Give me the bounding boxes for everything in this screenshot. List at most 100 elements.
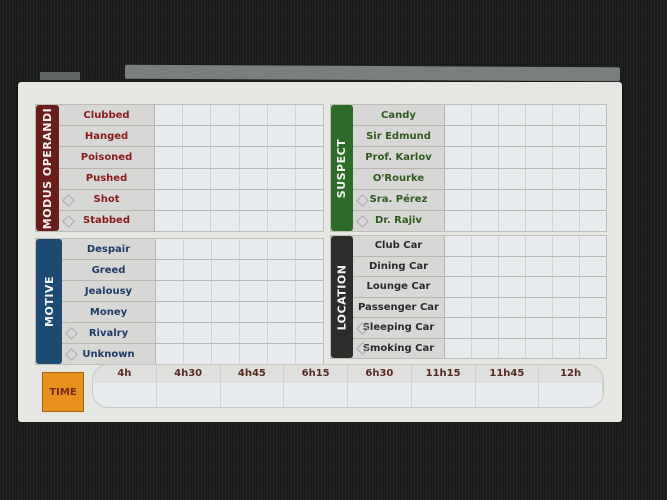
check-cell[interactable] — [212, 323, 240, 343]
check-cell[interactable] — [526, 256, 553, 276]
check-cell[interactable] — [499, 189, 526, 210]
check-cell[interactable] — [211, 126, 240, 147]
check-cell[interactable] — [553, 338, 580, 358]
time-slot-cell[interactable] — [539, 383, 603, 407]
check-cell[interactable] — [472, 318, 499, 338]
check-cell[interactable] — [445, 277, 472, 297]
check-cell[interactable] — [526, 147, 553, 168]
check-cell[interactable] — [580, 147, 606, 168]
check-cell[interactable] — [499, 147, 526, 168]
check-cell[interactable] — [445, 297, 472, 317]
check-cell[interactable] — [155, 105, 184, 126]
check-cell[interactable] — [526, 105, 553, 126]
check-cell[interactable] — [553, 126, 580, 147]
check-cell[interactable] — [268, 344, 296, 364]
check-cell[interactable] — [472, 210, 499, 232]
check-cell[interactable] — [499, 126, 526, 147]
check-cell[interactable] — [240, 344, 268, 364]
check-cell[interactable] — [472, 236, 499, 256]
check-cell[interactable] — [296, 260, 323, 280]
check-cell[interactable] — [268, 302, 296, 322]
check-cell[interactable] — [155, 126, 184, 147]
check-cell[interactable] — [183, 210, 212, 232]
check-cell[interactable] — [184, 323, 212, 343]
check-cell[interactable] — [526, 126, 553, 147]
check-cell[interactable] — [526, 318, 553, 338]
check-cell[interactable] — [499, 105, 526, 126]
check-cell[interactable] — [211, 189, 240, 210]
check-cell[interactable] — [212, 260, 240, 280]
check-cell[interactable] — [472, 297, 499, 317]
check-cell[interactable] — [580, 189, 606, 210]
check-cell[interactable] — [267, 168, 296, 189]
check-cell[interactable] — [499, 338, 526, 358]
check-cell[interactable] — [526, 210, 553, 232]
check-cell[interactable] — [580, 105, 606, 126]
check-cell[interactable] — [239, 105, 268, 126]
check-cell[interactable] — [553, 277, 580, 297]
check-cell[interactable] — [295, 189, 324, 210]
check-cell[interactable] — [295, 210, 324, 232]
check-cell[interactable] — [472, 126, 499, 147]
check-cell[interactable] — [155, 147, 184, 168]
check-cell[interactable] — [240, 260, 268, 280]
check-cell[interactable] — [155, 189, 184, 210]
check-cell[interactable] — [267, 126, 296, 147]
check-cell[interactable] — [296, 344, 323, 364]
check-cell[interactable] — [156, 302, 184, 322]
check-cell[interactable] — [553, 105, 580, 126]
check-cell[interactable] — [295, 105, 324, 126]
time-slot-cell[interactable] — [157, 383, 221, 407]
check-cell[interactable] — [445, 189, 472, 210]
check-cell[interactable] — [296, 239, 323, 259]
check-cell[interactable] — [183, 105, 212, 126]
check-cell[interactable] — [295, 147, 324, 168]
time-slot-cell[interactable] — [93, 383, 157, 407]
check-cell[interactable] — [472, 338, 499, 358]
check-cell[interactable] — [445, 105, 472, 126]
check-cell[interactable] — [211, 147, 240, 168]
check-cell[interactable] — [212, 302, 240, 322]
check-cell[interactable] — [580, 297, 606, 317]
check-cell[interactable] — [239, 210, 268, 232]
check-cell[interactable] — [580, 126, 606, 147]
check-cell[interactable] — [445, 147, 472, 168]
check-cell[interactable] — [553, 168, 580, 189]
check-cell[interactable] — [183, 126, 212, 147]
check-cell[interactable] — [445, 318, 472, 338]
check-cell[interactable] — [472, 105, 499, 126]
check-cell[interactable] — [553, 189, 580, 210]
check-cell[interactable] — [526, 236, 553, 256]
check-cell[interactable] — [472, 168, 499, 189]
check-cell[interactable] — [212, 281, 240, 301]
check-cell[interactable] — [295, 126, 324, 147]
check-cell[interactable] — [553, 236, 580, 256]
check-cell[interactable] — [295, 168, 324, 189]
check-cell[interactable] — [184, 302, 212, 322]
check-cell[interactable] — [267, 210, 296, 232]
check-cell[interactable] — [183, 168, 212, 189]
check-cell[interactable] — [184, 260, 212, 280]
check-cell[interactable] — [239, 168, 268, 189]
check-cell[interactable] — [267, 189, 296, 210]
check-cell[interactable] — [211, 105, 240, 126]
check-cell[interactable] — [445, 256, 472, 276]
check-cell[interactable] — [156, 281, 184, 301]
check-cell[interactable] — [499, 297, 526, 317]
check-cell[interactable] — [445, 338, 472, 358]
check-cell[interactable] — [472, 147, 499, 168]
check-cell[interactable] — [580, 277, 606, 297]
check-cell[interactable] — [155, 168, 184, 189]
check-cell[interactable] — [499, 236, 526, 256]
check-cell[interactable] — [499, 277, 526, 297]
check-cell[interactable] — [445, 126, 472, 147]
check-cell[interactable] — [268, 239, 296, 259]
check-cell[interactable] — [553, 256, 580, 276]
check-cell[interactable] — [240, 281, 268, 301]
check-cell[interactable] — [580, 210, 606, 232]
check-cell[interactable] — [472, 189, 499, 210]
check-cell[interactable] — [156, 239, 184, 259]
check-cell[interactable] — [445, 168, 472, 189]
check-cell[interactable] — [472, 277, 499, 297]
check-cell[interactable] — [526, 189, 553, 210]
